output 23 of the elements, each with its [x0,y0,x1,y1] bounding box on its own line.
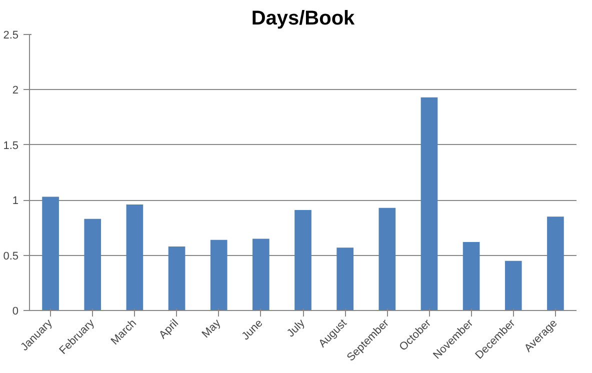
x-tick-label: June [240,317,266,343]
bar [252,238,270,310]
bar [42,196,59,310]
y-tick-label: 2 [12,84,19,97]
bar [378,208,396,310]
bar [168,246,186,310]
x-tick-label: July [284,316,308,340]
x-tick-label: May [200,316,224,340]
y-tick-label: 0 [12,306,19,318]
y-tick-label: 2.5 [3,30,19,42]
bar [294,210,312,310]
bar [84,218,102,310]
bar [126,204,144,310]
bar [336,248,354,310]
bar [504,260,522,310]
bar [462,242,480,310]
y-tick-label: 0.5 [3,250,19,262]
bar [547,216,564,310]
bar [420,97,438,310]
y-tick-label: 1 [12,195,19,208]
bar [210,240,228,310]
y-tick-label: 1.5 [3,140,19,152]
chart-title: Days/Book [251,8,356,30]
